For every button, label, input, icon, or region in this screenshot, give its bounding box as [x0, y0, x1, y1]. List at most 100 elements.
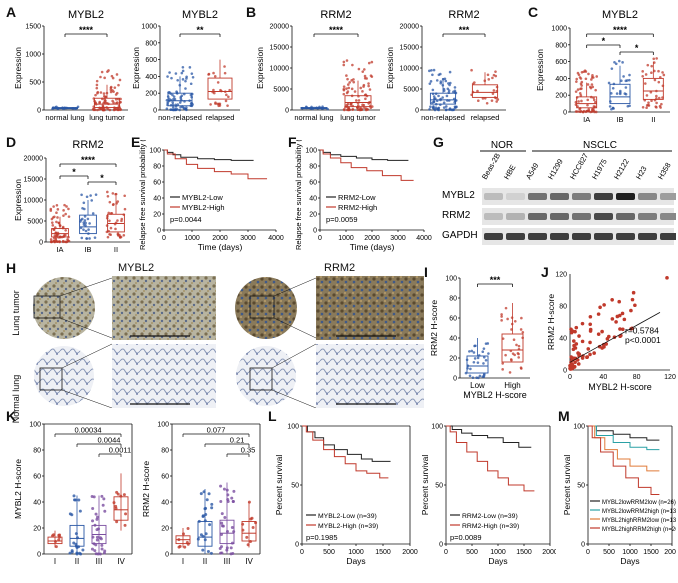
data-point: [442, 106, 446, 109]
category-label: II: [75, 557, 79, 566]
p-value-label: 0.00034: [74, 426, 101, 435]
y-axis-label: Expression: [536, 49, 545, 91]
data-point: [172, 108, 175, 112]
data-point: [655, 57, 658, 60]
data-point: [368, 88, 372, 91]
data-point: [81, 548, 85, 552]
data-point: [122, 233, 126, 237]
wb-band: [506, 193, 525, 200]
y-tick-label: 20: [309, 212, 317, 219]
r-value: r=0.5784: [625, 326, 659, 336]
chart-m-combined: 0 50 100 Percent survival 0 500 1000 1500 2000 Da…: [562, 424, 676, 567]
data-point: [56, 208, 60, 211]
data-point: [114, 221, 118, 225]
wb-band: [594, 213, 613, 220]
category-label: IA: [56, 245, 63, 254]
chart-b-relapse: RRM2 0 5000 10000 15000 20000 Expression non-re…: [386, 9, 506, 122]
data-point: [483, 96, 487, 100]
y-axis-label: Expression: [14, 47, 23, 89]
data-point: [107, 229, 110, 233]
data-point: [568, 367, 573, 371]
data-point: [223, 516, 227, 520]
data-point: [305, 106, 309, 109]
x-tick-label: 4000: [268, 235, 284, 242]
data-point: [508, 371, 512, 374]
data-point: [58, 535, 62, 539]
data-point: [470, 93, 473, 97]
data-point: [659, 106, 662, 109]
data-point: [441, 84, 445, 87]
data-point: [179, 105, 182, 109]
y-tick-label: 20000: [400, 24, 420, 31]
x-axis-label: Time (days): [350, 242, 395, 252]
x-tick-label: 0: [162, 235, 166, 242]
p-value-label: 0.077: [207, 426, 226, 435]
data-point: [225, 546, 229, 550]
data-point: [585, 355, 589, 360]
data-point: [500, 313, 503, 316]
box: [466, 355, 489, 374]
panel-letter-i: I: [424, 264, 428, 280]
data-point: [53, 226, 57, 229]
x-tick-label: 80: [633, 374, 641, 381]
data-point: [610, 297, 614, 302]
data-point: [447, 89, 451, 92]
data-point: [446, 99, 449, 102]
y-tick-label: 80: [309, 164, 317, 171]
data-point: [112, 202, 115, 206]
y-tick-label: 20: [33, 526, 41, 533]
data-point: [351, 108, 354, 111]
data-point: [509, 358, 513, 361]
data-point: [94, 93, 97, 97]
data-point: [580, 99, 583, 103]
y-tick-label: 400: [555, 76, 567, 83]
data-point: [576, 351, 580, 355]
y-tick-label: 0: [453, 376, 457, 383]
category-label: II: [651, 115, 655, 124]
p-value: p=0.0059: [326, 215, 358, 224]
data-point: [345, 105, 349, 108]
data-point: [580, 80, 584, 84]
data-point: [232, 530, 236, 534]
data-point: [51, 224, 55, 227]
data-point: [629, 308, 633, 313]
data-point: [519, 328, 523, 331]
data-point: [589, 110, 592, 114]
data-point: [199, 492, 203, 496]
data-point: [168, 71, 171, 74]
data-point: [50, 221, 54, 224]
data-point: [650, 71, 653, 75]
data-point: [511, 352, 515, 355]
data-point: [588, 340, 592, 345]
y-tick-label: 20: [153, 212, 161, 219]
data-point: [591, 74, 594, 77]
data-point: [61, 225, 65, 229]
data-point: [210, 502, 214, 506]
y-tick-label: 0: [415, 108, 419, 115]
data-point: [495, 89, 499, 93]
p-value: p=0.1985: [306, 533, 338, 542]
data-point: [434, 106, 438, 109]
data-point: [58, 240, 62, 243]
data-point: [55, 211, 58, 215]
category-label: IV: [117, 557, 125, 566]
data-point: [100, 494, 104, 498]
x-tick-label: 1500: [643, 549, 659, 556]
category-label: I: [54, 557, 56, 566]
category-label: non-relapsed: [158, 113, 202, 122]
data-point: [429, 80, 433, 83]
data-point: [350, 87, 354, 91]
data-point: [90, 494, 94, 498]
data-point: [592, 351, 596, 355]
ihc-rrm2-tumor: [235, 276, 424, 340]
data-point: [250, 516, 254, 520]
data-point: [213, 75, 217, 78]
data-point: [116, 219, 119, 222]
data-point: [67, 235, 70, 239]
y-tick-label: 0: [295, 542, 299, 549]
data-point: [64, 240, 68, 244]
wb-band: [528, 193, 547, 200]
data-point: [370, 60, 374, 64]
data-point: [607, 81, 611, 85]
